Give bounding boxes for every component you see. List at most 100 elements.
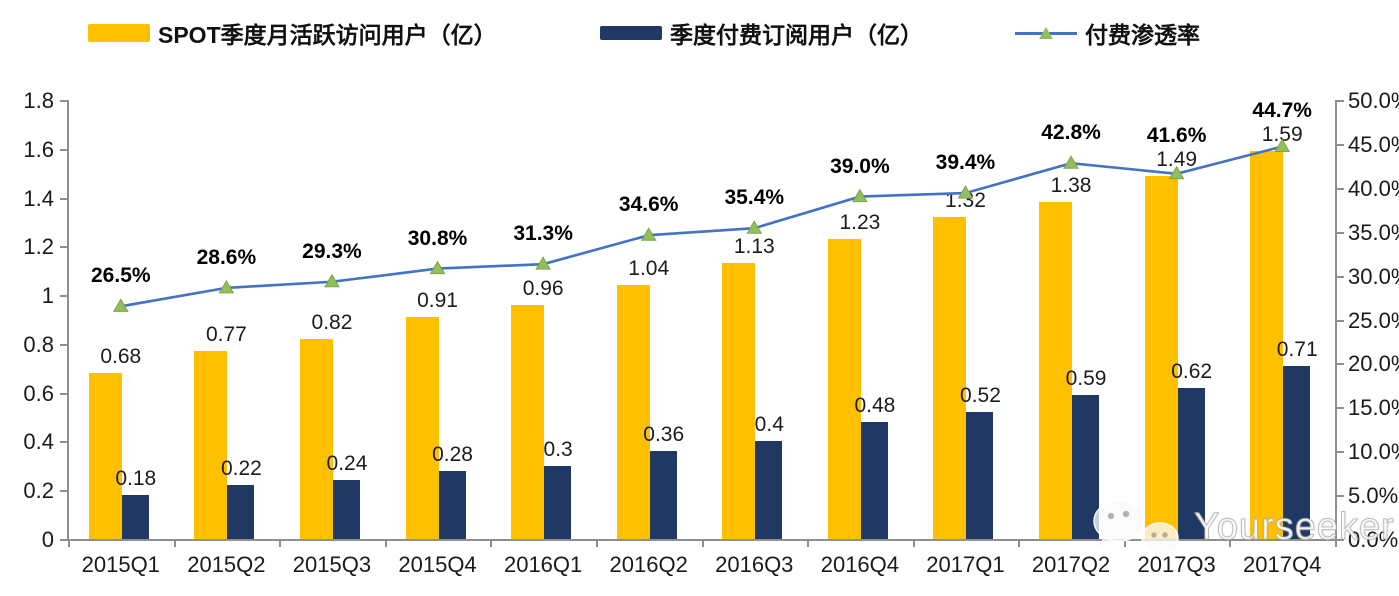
- left-axis-line: [67, 100, 69, 540]
- right-axis-tick: [1337, 319, 1344, 322]
- bar-label-mau: 0.68: [100, 345, 142, 369]
- left-axis-tick-label: 1.8: [23, 88, 54, 113]
- legend-item-penetration: 付费渗透率: [1015, 18, 1200, 48]
- right-axis-tick-label: 35.0%: [1348, 219, 1399, 245]
- bar-subscribers: [332, 480, 360, 539]
- bar-mau: [827, 239, 861, 539]
- x-axis-category-label: 2015Q4: [398, 552, 477, 577]
- line-label-penetration: 44.7%: [1252, 99, 1312, 123]
- bar-mau: [405, 317, 439, 539]
- x-axis-tick: [1018, 539, 1021, 547]
- x-axis-category-label: 2015Q1: [81, 552, 160, 577]
- x-axis-tick: [384, 539, 387, 547]
- legend-item-mau: SPOT季度月活跃访问用户（亿）: [88, 18, 497, 48]
- triangle-marker-icon: [746, 220, 763, 234]
- legend-item-subscribers: 季度付费订阅用户（亿）: [600, 18, 923, 48]
- left-axis-tick-label: 1.6: [23, 136, 54, 162]
- bar-label-mau: 1.23: [839, 211, 881, 235]
- right-axis-tick-label: 30.0%: [1348, 263, 1399, 289]
- right-axis-tick-label: 20.0%: [1348, 351, 1399, 377]
- left-axis-tick-label: 0.4: [23, 429, 54, 455]
- x-axis-tick: [173, 539, 176, 547]
- bar-label-subscribers: 0.52: [960, 384, 1001, 408]
- x-axis-tick: [1123, 539, 1126, 547]
- left-axis-tick: [60, 343, 67, 346]
- line-label-penetration: 42.8%: [1041, 121, 1101, 145]
- watermark-text: Yourseeker: [1194, 505, 1395, 548]
- left-axis-tick-label: 0: [41, 527, 54, 552]
- bar-subscribers: [227, 485, 255, 539]
- bar-subscribers: [649, 451, 677, 539]
- left-axis-tick: [60, 246, 67, 249]
- triangle-marker-icon: [852, 188, 868, 203]
- left-axis-tick: [60, 197, 67, 200]
- left-axis-tick: [60, 148, 67, 151]
- line-label-penetration: 30.8%: [407, 226, 468, 250]
- bar-mau: [933, 217, 967, 539]
- x-axis-tick: [68, 539, 70, 547]
- bar-subscribers: [121, 495, 149, 539]
- right-axis-tick: [1337, 231, 1344, 234]
- line-label-penetration: 39.4%: [935, 151, 996, 175]
- right-axis-tick: [1337, 539, 1344, 541]
- bar-subscribers: [544, 465, 572, 539]
- line-label-penetration: 26.5%: [91, 264, 151, 288]
- bar-mau: [722, 263, 756, 539]
- left-axis-tick: [60, 441, 67, 444]
- left-axis-tick: [60, 295, 67, 298]
- x-axis-category-label: 2017Q4: [1243, 552, 1322, 577]
- legend-label-subscribers: 季度付费订阅用户（亿）: [670, 22, 923, 48]
- bar-subscribers: [755, 441, 783, 539]
- bar-label-mau: 0.77: [205, 323, 247, 347]
- right-axis-tick-label: 45.0%: [1348, 131, 1399, 157]
- right-axis-tick: [1337, 407, 1344, 410]
- bar-subscribers: [966, 412, 994, 539]
- x-axis-category-label: 2017Q3: [1137, 552, 1216, 577]
- bar-label-subscribers: 0.59: [1065, 367, 1107, 391]
- x-axis-tick: [807, 539, 810, 547]
- bar-mau: [299, 339, 333, 539]
- bar-label-subscribers: 0.3: [543, 437, 573, 461]
- legend-swatch-subscribers: [600, 26, 662, 40]
- bar-label-subscribers: 0.48: [854, 393, 896, 417]
- x-axis-tick: [595, 539, 598, 547]
- legend-label-mau: SPOT季度月活跃访问用户（亿）: [158, 22, 497, 48]
- bar-label-mau: 1.32: [945, 189, 986, 213]
- legend-line-marker: [1015, 26, 1077, 40]
- triangle-marker-icon: [112, 298, 129, 312]
- triangle-marker-icon: [640, 227, 657, 241]
- left-axis-tick: [60, 392, 67, 395]
- x-axis-tick: [701, 539, 704, 547]
- bar-mau: [194, 351, 228, 539]
- x-axis-category-label: 2016Q2: [609, 552, 688, 577]
- line-label-penetration: 31.3%: [513, 222, 573, 246]
- triangle-marker-icon: [218, 279, 235, 294]
- bar-label-subscribers: 0.24: [326, 452, 368, 476]
- x-axis-category-label: 2015Q3: [292, 552, 372, 577]
- bar-subscribers: [438, 470, 466, 539]
- bar-label-mau: 1.49: [1156, 147, 1198, 171]
- bar-label-mau: 0.91: [417, 289, 458, 313]
- bar-mau: [511, 304, 545, 539]
- x-axis-tick: [279, 539, 282, 547]
- right-axis-tick-label: 15.0%: [1348, 395, 1399, 421]
- right-axis-tick-label: 25.0%: [1348, 307, 1399, 333]
- line-label-penetration: 35.4%: [724, 186, 785, 210]
- right-axis-tick: [1337, 275, 1344, 278]
- line-label-penetration: 29.3%: [302, 239, 362, 263]
- bar-label-mau: 1.13: [733, 235, 775, 259]
- right-axis-tick: [1337, 451, 1344, 454]
- x-axis-category-label: 2016Q4: [820, 552, 900, 577]
- triangle-marker-icon: [1063, 155, 1079, 169]
- bar-subscribers: [1283, 365, 1311, 539]
- x-axis-tick: [1229, 539, 1232, 547]
- right-axis-tick: [1337, 495, 1344, 498]
- right-axis-tick: [1337, 143, 1344, 146]
- triangle-marker-icon: [324, 273, 340, 288]
- right-axis-line: [1335, 100, 1337, 540]
- bar-label-subscribers: 0.22: [220, 457, 262, 481]
- bar-label-mau: 0.96: [522, 276, 564, 300]
- line-label-penetration: 41.6%: [1146, 123, 1207, 147]
- wechat-icon: [1093, 500, 1180, 556]
- bar-label-subscribers: 0.71: [1276, 337, 1318, 361]
